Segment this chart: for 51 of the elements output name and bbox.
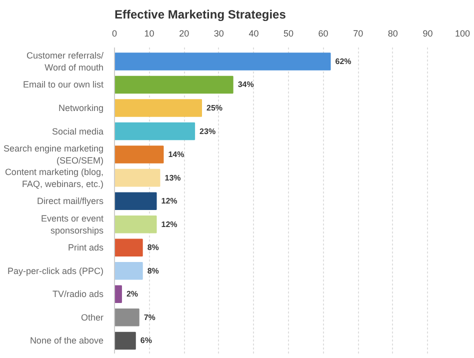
y-tick-label: Events or event sponsorships <box>40 213 104 236</box>
y-tick-label: TV/radio ads <box>52 289 104 300</box>
data-label: 12% <box>161 220 178 229</box>
data-label: 14% <box>168 150 184 160</box>
x-tick-label: 60 <box>318 28 328 38</box>
data-label: 6% <box>140 336 152 346</box>
data-label: 62% <box>335 56 352 66</box>
y-tick-label: Content marketing (blog, FAQ, webinars, etc.) <box>4 166 104 189</box>
y-tick-label: Direct mail/flyers <box>36 196 104 206</box>
chart-title: Effective Marketing Strategies <box>114 8 286 22</box>
bar <box>114 285 122 304</box>
x-tick-label: 50 <box>283 28 294 38</box>
bar <box>114 308 140 326</box>
bar <box>114 238 143 256</box>
y-tick-label: Email to our own list <box>22 80 104 90</box>
x-tick-label: 70 <box>353 28 364 38</box>
y-tick-label: Social media <box>52 126 104 136</box>
bar <box>114 332 136 350</box>
data-label: 23% <box>200 126 216 136</box>
bar <box>114 76 234 94</box>
bar <box>114 262 143 280</box>
y-tick-label: Search engine marketing (SEO/SEM) <box>3 144 104 166</box>
x-tick-label: 30 <box>214 28 224 38</box>
data-label: 8% <box>147 243 159 252</box>
bar <box>114 215 157 234</box>
y-tick-label: Networking <box>58 103 104 113</box>
data-label: 8% <box>147 266 159 276</box>
y-tick-label: None of the above <box>30 336 104 346</box>
data-label: 2% <box>126 290 138 299</box>
x-tick-label: 90 <box>422 28 433 38</box>
data-label: 13% <box>164 173 181 182</box>
bar <box>114 192 157 210</box>
data-label: 25% <box>206 104 223 112</box>
x-tick-label: 100 <box>454 28 470 38</box>
x-tick-label: 40 <box>248 28 259 38</box>
bar <box>114 52 331 70</box>
bar <box>114 122 196 140</box>
y-tick-label: Print ads <box>68 242 104 253</box>
bar <box>114 146 164 164</box>
y-tick-label: Other <box>80 312 104 322</box>
y-tick-label: Pay-per-click ads (PPC) <box>7 266 104 276</box>
x-tick-label: 20 <box>179 28 190 38</box>
x-tick-label: 0 <box>112 28 118 38</box>
data-label: 7% <box>144 312 156 322</box>
bar <box>114 168 160 187</box>
bar <box>114 99 202 117</box>
x-tick-label: 80 <box>388 28 398 38</box>
x-tick-label: 10 <box>144 28 154 38</box>
data-label: 12% <box>161 196 178 206</box>
y-tick-label: Customer referrals/ Word of mouth <box>26 50 104 72</box>
data-label: 34% <box>238 80 254 90</box>
